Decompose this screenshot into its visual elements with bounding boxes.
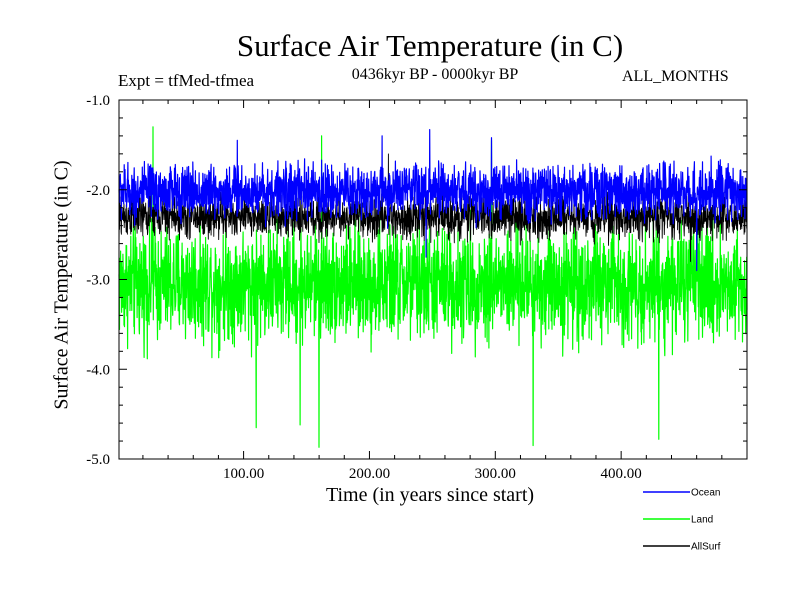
series-line-land xyxy=(118,126,748,448)
y-tick-label: -1.0 xyxy=(86,93,110,109)
y-tick-label: -3.0 xyxy=(86,273,110,289)
y-tick-label: -4.0 xyxy=(86,362,110,378)
x-tick-label: 100.00 xyxy=(223,466,264,482)
y-tick-label: -2.0 xyxy=(86,183,110,199)
months-label: ALL_MONTHS xyxy=(622,68,729,85)
x-tick-label: 300.00 xyxy=(475,466,516,482)
series-line-ocean xyxy=(118,129,748,272)
x-tick-label: 400.00 xyxy=(601,466,642,482)
experiment-label: Expt = tfMed-tfmea xyxy=(118,71,255,90)
x-axis-label: Time (in years since start) xyxy=(325,484,535,506)
legend-label-allsurf: AllSurf xyxy=(691,542,721,553)
chart-title: Surface Air Temperature (in C) xyxy=(236,28,624,63)
legend-label-land: Land xyxy=(691,515,713,526)
legend: Ocean Land AllSurf xyxy=(643,488,721,553)
x-tick-label: 200.00 xyxy=(349,466,390,482)
period-label: 0436kyr BP - 0000kyr BP xyxy=(351,66,519,83)
series-layer xyxy=(118,126,748,448)
y-tick-label: -5.0 xyxy=(86,452,110,468)
series-line-allsurf xyxy=(118,153,748,262)
axes-layer: 100.00 200.00 300.00 400.00 -5.0 -4.0 -3.0 -2.0… xyxy=(86,93,748,482)
legend-label-ocean: Ocean xyxy=(691,488,720,499)
